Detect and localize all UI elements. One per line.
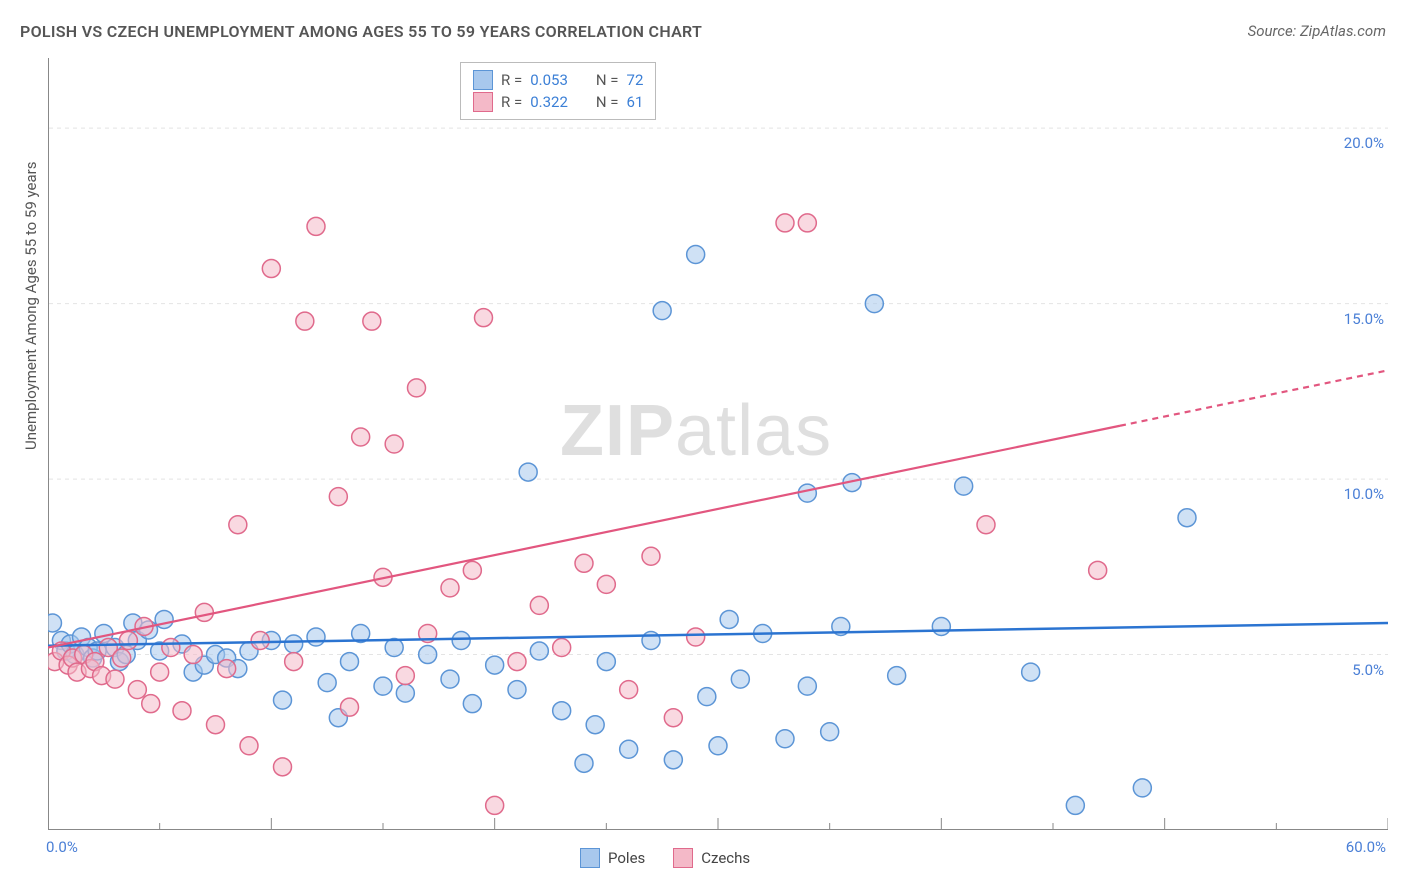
legend-label: Czechs — [701, 849, 750, 867]
legend-swatch — [673, 848, 693, 868]
y-tick-label: 15.0% — [1344, 310, 1384, 328]
legend-stat-row: R = 0.322 N = 61 — [473, 91, 643, 113]
legend-stat-row: R = 0.053 N = 72 — [473, 69, 643, 91]
legend-swatch — [473, 70, 493, 90]
legend-label: Poles — [608, 849, 645, 867]
legend-swatch — [473, 92, 493, 112]
y-tick-label: 20.0% — [1344, 134, 1384, 152]
legend-item: Poles — [580, 848, 645, 868]
correlation-legend: R = 0.053 N = 72 R = 0.322 N = 61 — [460, 62, 656, 120]
y-tick-label: 5.0% — [1352, 661, 1384, 679]
r-label: R = — [501, 71, 522, 89]
series-legend: Poles Czechs — [580, 848, 750, 868]
x-origin-label: 0.0% — [46, 838, 78, 856]
r-label: R = — [501, 93, 522, 111]
n-label: N = — [596, 93, 619, 111]
legend-swatch — [580, 848, 600, 868]
legend-item: Czechs — [673, 848, 750, 868]
n-value: 72 — [627, 71, 644, 89]
r-value: 0.322 — [530, 93, 568, 111]
n-label: N = — [596, 71, 619, 89]
y-tick-label: 10.0% — [1344, 485, 1384, 503]
scatter-plot — [48, 58, 1388, 830]
r-value: 0.053 — [530, 71, 568, 89]
source-attribution: Source: ZipAtlas.com — [1248, 22, 1386, 40]
y-axis-label: Unemployment Among Ages 55 to 59 years — [22, 162, 40, 450]
chart-title: POLISH VS CZECH UNEMPLOYMENT AMONG AGES … — [20, 22, 702, 41]
x-max-label: 60.0% — [1346, 838, 1386, 856]
n-value: 61 — [627, 93, 644, 111]
